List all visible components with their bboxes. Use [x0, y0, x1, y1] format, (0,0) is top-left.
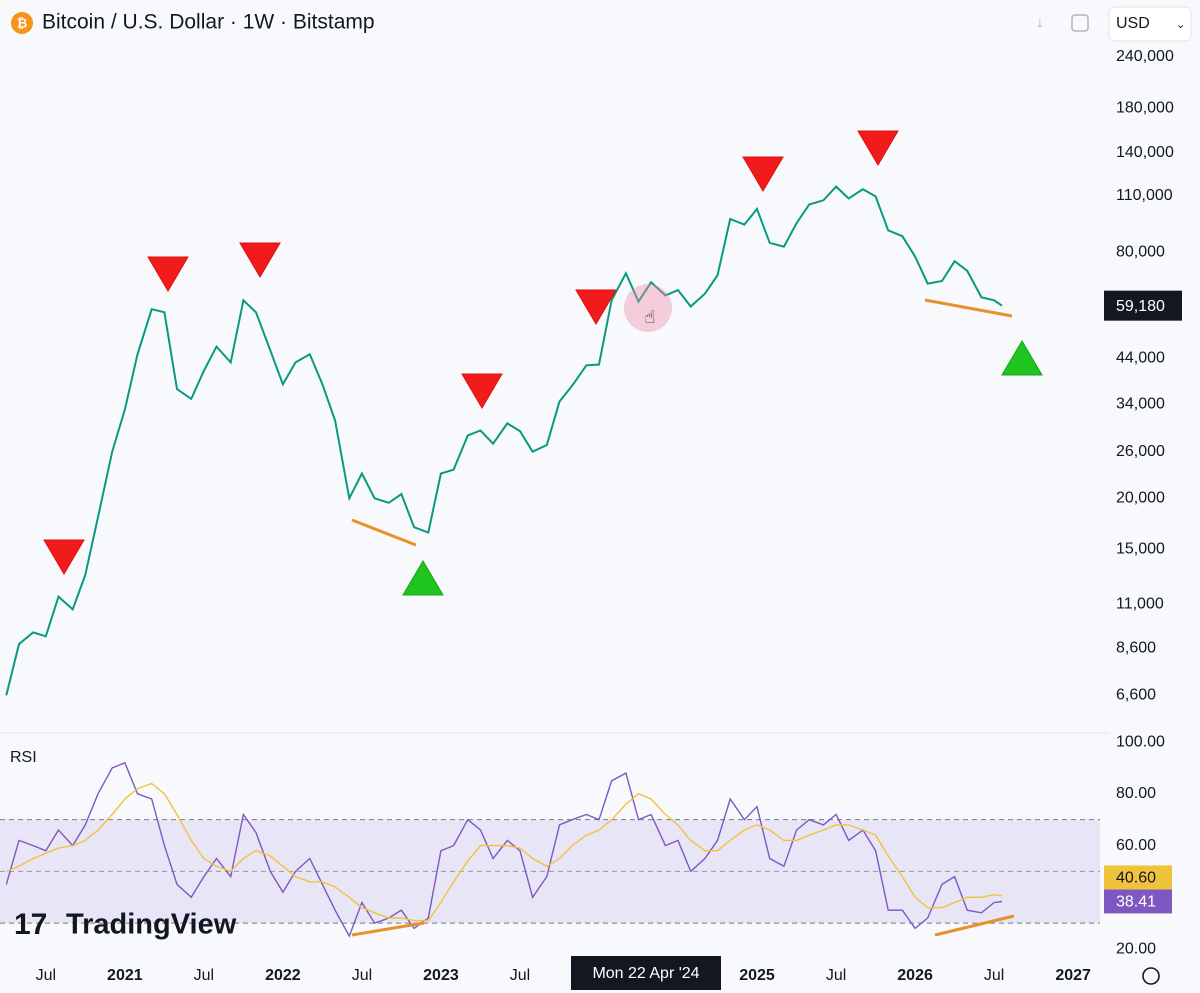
y-tick-label: 8,600 [1116, 639, 1156, 656]
currency-dropdown[interactable] [1108, 6, 1192, 42]
y-tick-label: 20.00 [1116, 940, 1156, 957]
buy-signal [1001, 340, 1043, 376]
divergence-line [934, 914, 1015, 937]
x-tick-label: 2026 [897, 967, 933, 984]
y-tick-label: 34,000 [1116, 395, 1165, 412]
pane: 240,000 180,000 140,000 110,000 80,000 44,000… [5, 48, 1174, 703]
last-price-label: 59,180 [1116, 298, 1165, 315]
divergence-line [351, 921, 425, 937]
y-tick-label: 140,000 [1116, 144, 1174, 161]
y-tick-label: 6,600 [1116, 686, 1156, 703]
sell-signal [575, 289, 617, 325]
brand-logo: 17 TradingView [14, 908, 237, 941]
x-tick-label: Jul [194, 967, 214, 984]
crosshair-box [571, 956, 721, 990]
pane: 100.00 80.00 60.00 20.00 [0, 733, 1165, 957]
x-tick-label: Jul [36, 967, 56, 984]
y-tick-label: 240,000 [1116, 48, 1174, 65]
crosshair-label: Mon 22 Apr '24 [592, 965, 699, 982]
chart-title: Bitcoin / U.S. Dollar · 1W · Bitstamp [42, 11, 375, 34]
rsi-title: RSI [10, 749, 37, 766]
x-tick-label: Jul [352, 967, 372, 984]
x-tick-label: 2021 [107, 967, 143, 984]
divergence-line [924, 298, 1013, 318]
y-tick-label: 80.00 [1116, 785, 1156, 802]
rsi-line [6, 782, 1003, 922]
y-tick-label: 80,000 [1116, 243, 1165, 260]
divergence-line [351, 518, 417, 547]
y-tick-label: 26,000 [1116, 443, 1165, 460]
currency-label: USD [1116, 15, 1150, 32]
cursor-highlight [624, 284, 672, 332]
fullscreen-icon[interactable] [1071, 14, 1089, 32]
rsi-line [5, 761, 1003, 938]
y-tick-label: 100.00 [1116, 733, 1165, 750]
settings-icon[interactable] [1142, 967, 1160, 985]
last-value-box [1104, 889, 1172, 914]
y-tick-label: 180,000 [1116, 99, 1174, 116]
buy-signal [402, 560, 444, 596]
annotations [43, 130, 1043, 937]
last-value-box [1104, 865, 1172, 890]
y-tick-label: 110,000 [1116, 187, 1173, 204]
y-tick-label: 20,000 [1116, 490, 1165, 507]
x-tick-label: Jul [826, 967, 846, 984]
last-price-box [1104, 290, 1182, 321]
last-value-label: 40.60 [1116, 870, 1156, 887]
dropdown-caret: ⌄ [1176, 19, 1185, 31]
sell-signal [43, 539, 85, 575]
sell-signal [461, 373, 503, 409]
sell-signal [857, 130, 899, 166]
x-tick-label: 2025 [739, 967, 775, 984]
x-tick-label: Jul [510, 967, 530, 984]
brand-name: TradingView [66, 909, 237, 941]
y-tick-label: 15,000 [1116, 541, 1165, 558]
sell-signal [147, 256, 189, 292]
x-tick-label: Jul [984, 967, 1004, 984]
bitcoin-icon [11, 12, 33, 34]
y-tick-label: 60.00 [1116, 837, 1156, 854]
y-tick-label: 11,000 [1116, 596, 1164, 613]
y-tick-label: 44,000 [1116, 350, 1165, 367]
x-tick-label: 2027 [1055, 967, 1091, 984]
bitcoin-glyph: ₿ [17, 15, 28, 30]
download-icon[interactable]: ↓ [1036, 14, 1044, 31]
x-tick-label: 2022 [265, 967, 301, 984]
x-tick-label: 2023 [423, 967, 459, 984]
sell-signal [742, 156, 784, 192]
last-value-label: 38.41 [1116, 894, 1156, 911]
sell-signal [239, 242, 281, 278]
brand-icon: 17 [14, 908, 47, 941]
cursor: ☝ [645, 307, 656, 327]
price-line [5, 185, 1003, 696]
